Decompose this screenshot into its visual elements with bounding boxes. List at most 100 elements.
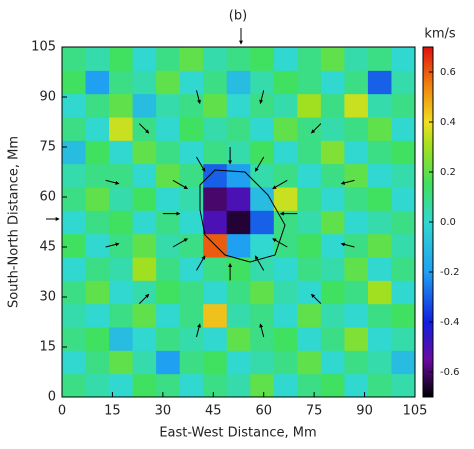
heat-cell	[391, 93, 416, 118]
heat-cell	[62, 327, 87, 351]
heat-cell	[226, 140, 251, 165]
heat-cell	[297, 327, 322, 351]
heat-cell	[320, 70, 345, 95]
heat-cell	[62, 280, 87, 305]
heat-cell	[367, 163, 392, 188]
heat-cell	[62, 70, 87, 95]
heat-cell	[250, 93, 275, 118]
heat-cell	[85, 187, 110, 211]
heat-cell	[226, 187, 251, 211]
heat-cell	[226, 163, 251, 188]
heat-cell	[132, 163, 157, 188]
heat-cell	[367, 70, 392, 95]
heat-cell	[320, 140, 345, 165]
heat-cell	[226, 257, 251, 281]
heat-cell	[367, 327, 392, 351]
y-axis-label: South-North Distance, Mm	[7, 136, 22, 308]
heat-cell	[391, 350, 416, 375]
heat-cell	[226, 210, 251, 235]
heat-cell	[344, 47, 369, 71]
heat-cell	[203, 163, 228, 188]
heat-cell	[273, 280, 298, 305]
heat-cell	[367, 233, 392, 258]
heat-cell	[132, 233, 157, 258]
heat-cell	[203, 210, 228, 235]
heat-cell	[203, 350, 228, 375]
heat-cell	[273, 187, 298, 211]
heat-cell	[156, 327, 181, 351]
heat-cell	[109, 117, 134, 141]
heat-cell	[391, 187, 416, 211]
heat-cell	[344, 233, 369, 258]
heat-cell	[85, 163, 110, 188]
flow-arrow	[138, 293, 150, 305]
heat-cell	[85, 70, 110, 95]
heat-cell	[297, 373, 322, 398]
heat-cell	[226, 233, 251, 258]
heat-cell	[250, 163, 275, 188]
heat-cell	[85, 93, 110, 118]
heat-cell	[273, 303, 298, 328]
flow-arrow	[254, 156, 265, 172]
heat-cell	[320, 210, 345, 235]
heat-cell	[85, 373, 110, 398]
x-tick-label: 105	[403, 404, 428, 419]
heat-cell	[297, 303, 322, 328]
heat-cell	[391, 303, 416, 328]
heat-cell	[156, 163, 181, 188]
heat-cell	[297, 210, 322, 235]
heat-cell	[367, 373, 392, 398]
heat-cell	[250, 373, 275, 398]
heat-cell	[156, 70, 181, 95]
heat-cell	[320, 47, 345, 71]
flow-arrow	[172, 179, 188, 190]
heat-cell	[109, 187, 134, 211]
heat-cell	[226, 303, 251, 328]
heat-cell	[109, 280, 134, 305]
heat-cell	[250, 140, 275, 165]
heat-cell	[156, 47, 181, 71]
heat-cell	[367, 93, 392, 118]
heat-cell	[62, 210, 87, 235]
heat-cell	[391, 257, 416, 281]
heat-cell	[203, 117, 228, 141]
heat-cell	[156, 303, 181, 328]
heat-cell	[85, 117, 110, 141]
y-tick-label: 0	[48, 390, 56, 405]
heat-cell	[179, 163, 204, 188]
heat-cell	[132, 140, 157, 165]
heat-cell	[226, 93, 251, 118]
heat-cell	[85, 350, 110, 375]
heat-cell	[132, 303, 157, 328]
heat-cell	[367, 280, 392, 305]
x-tick-label: 30	[155, 404, 172, 419]
heat-cell	[273, 47, 298, 71]
heat-cell	[344, 257, 369, 281]
heat-cell	[297, 140, 322, 165]
heat-cell	[109, 303, 134, 328]
heat-cell	[62, 187, 87, 211]
heat-cell	[320, 373, 345, 398]
heat-cell	[344, 93, 369, 118]
x-tick-label: 60	[255, 404, 272, 419]
heat-cell	[132, 70, 157, 95]
heat-cell	[179, 117, 204, 141]
plot-frame	[61, 46, 416, 398]
heat-cell	[391, 70, 416, 95]
flow-arrow	[310, 123, 322, 134]
heat-cell	[250, 187, 275, 211]
heat-cell	[179, 140, 204, 165]
heat-cell	[391, 327, 416, 351]
heat-cell	[320, 257, 345, 281]
heat-cell	[109, 140, 134, 165]
heat-cell	[391, 47, 416, 71]
heat-cell	[250, 327, 275, 351]
heat-cell	[320, 303, 345, 328]
flow-arrow	[259, 323, 265, 338]
heat-cell	[367, 117, 392, 141]
heat-cell	[320, 233, 345, 258]
heat-cell	[273, 327, 298, 351]
flow-arrow	[172, 238, 188, 248]
heat-cell	[179, 70, 204, 95]
heat-cell	[297, 47, 322, 71]
